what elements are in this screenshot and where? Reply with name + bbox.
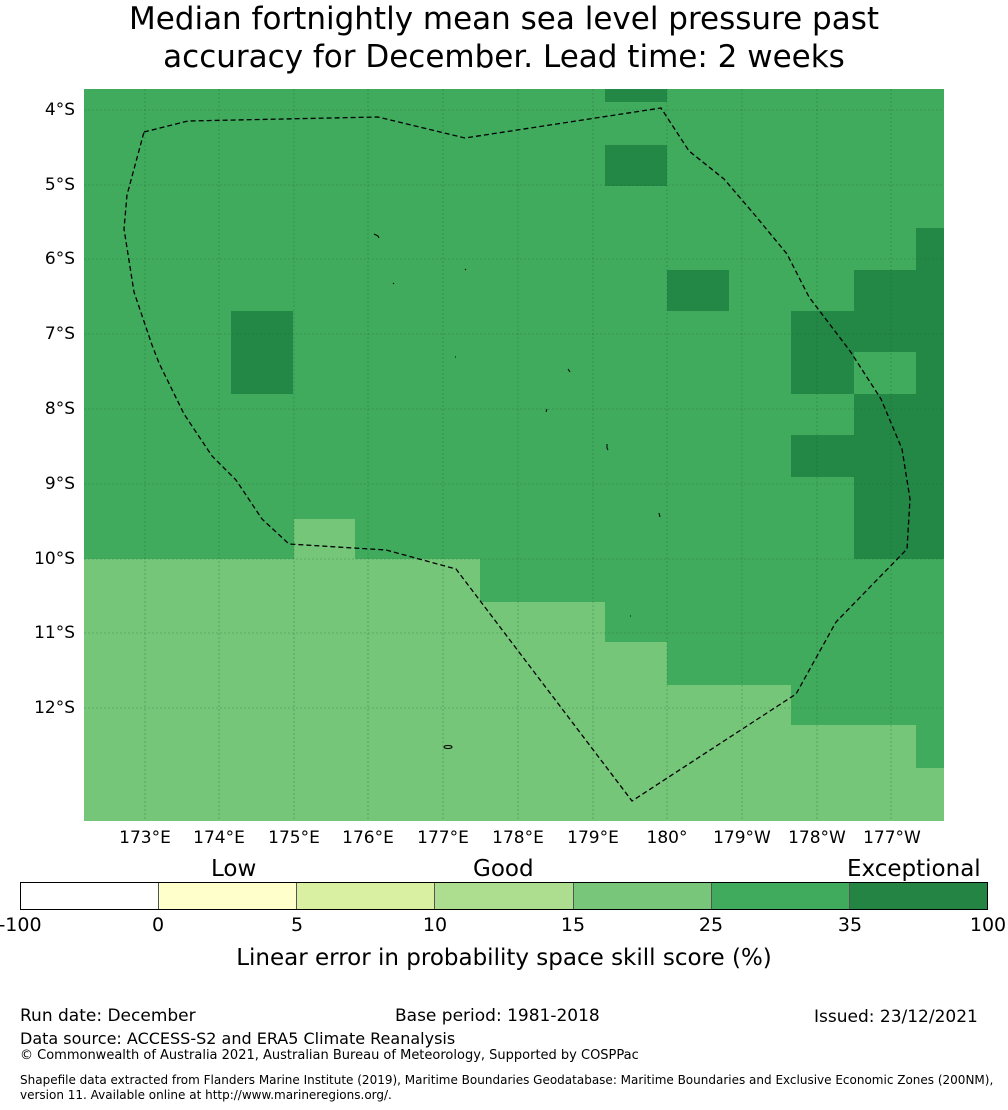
colorbar-segment (711, 883, 850, 909)
map-cells-25-35 (480, 559, 944, 768)
lat-label-10s: 10°S (34, 549, 75, 569)
legend-colorbar (20, 882, 988, 910)
legend-tick: 5 (290, 914, 304, 936)
legend-tick: 0 (151, 914, 165, 936)
lon-label-177w: 177°W (863, 828, 921, 848)
run-date: Run date: December (20, 1006, 196, 1026)
legend-tick: 35 (837, 914, 863, 936)
lon-label-177e: 177°E (417, 828, 469, 848)
colorbar-segment (21, 883, 160, 909)
copyright: © Commonwealth of Australia 2021, Austra… (20, 1048, 639, 1063)
lon-label-176e: 176°E (342, 828, 394, 848)
lon-label-178e: 178°E (492, 828, 544, 848)
shapefile-credit-1: Shapefile data extracted from Flanders M… (20, 1073, 994, 1087)
legend-tick: 10 (422, 914, 448, 936)
lon-label-174e: 174°E (193, 828, 245, 848)
legend-title: Linear error in probability space skill … (236, 945, 772, 971)
legend-tick: 15 (560, 914, 586, 936)
legend-tick: -100 (0, 914, 42, 936)
title-line-2: accuracy for December. Lead time: 2 week… (163, 39, 845, 75)
map-gridlines (84, 89, 944, 821)
lon-label-173e: 173°E (119, 828, 171, 848)
legend-category-low: Low (211, 856, 257, 882)
map-cells-35-100 (231, 89, 944, 559)
lon-label-179w: 179°W (713, 828, 771, 848)
colorbar-segment (159, 883, 298, 909)
data-source: Data source: ACCESS-S2 and ERA5 Climate … (20, 1029, 456, 1048)
skill-map (84, 89, 944, 821)
colorbar-segment (573, 883, 712, 909)
lon-label-178w: 178°W (788, 828, 846, 848)
lat-label-8s: 8°S (44, 399, 75, 419)
colorbar-segment (297, 883, 436, 909)
map-islands (373, 233, 661, 749)
lat-label-11s: 11°S (34, 623, 75, 643)
lat-label-4s: 4°S (44, 100, 75, 120)
lat-label-7s: 7°S (44, 324, 75, 344)
title-line-1: Median fortnightly mean sea level pressu… (128, 1, 880, 37)
lat-label-5s: 5°S (44, 175, 75, 195)
lon-label-179e: 179°E (567, 828, 619, 848)
lon-label-180: 180° (646, 828, 688, 848)
base-period: Base period: 1981-2018 (395, 1006, 600, 1026)
lat-label-6s: 6°S (44, 249, 75, 269)
legend-category-exceptional: Exceptional (847, 856, 981, 882)
lat-label-9s: 9°S (44, 474, 75, 494)
colorbar-segment (849, 883, 987, 909)
lat-label-12s: 12°S (34, 698, 75, 718)
issued-date: Issued: 23/12/2021 (814, 1007, 978, 1027)
eez-boundary (123, 107, 911, 802)
shapefile-credit-2: version 11. Available online at http://w… (20, 1088, 392, 1102)
legend-category-good: Good (473, 856, 534, 882)
legend-tick: 100 (969, 914, 1007, 936)
lon-label-175e: 175°E (268, 828, 320, 848)
chart-title: Median fortnightly mean sea level pressu… (0, 0, 1008, 76)
colorbar-segment (435, 883, 574, 909)
legend-tick: 25 (698, 914, 724, 936)
